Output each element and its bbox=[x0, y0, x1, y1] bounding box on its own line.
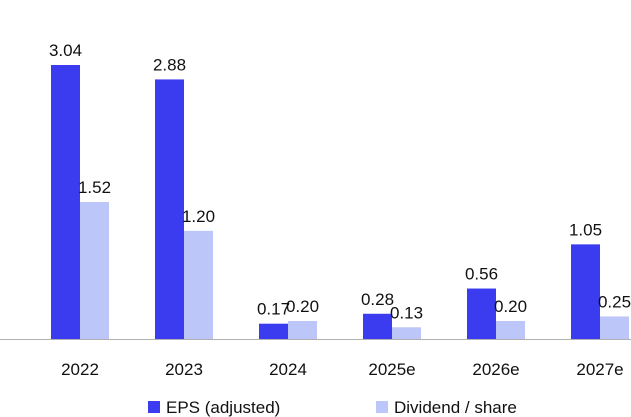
data-label-eps-2023: 2.88 bbox=[153, 55, 186, 74]
data-label-dividend-2022: 1.52 bbox=[78, 178, 111, 197]
legend: EPS (adjusted) Dividend / share bbox=[148, 398, 517, 417]
bar-eps-2027e bbox=[571, 244, 600, 339]
bar-eps-2022 bbox=[51, 65, 80, 339]
data-label-eps-2027e: 1.05 bbox=[569, 220, 602, 239]
bar-dividend-2027e bbox=[600, 316, 629, 339]
bar-dividend-2025e bbox=[392, 327, 421, 339]
bar-eps-2023 bbox=[155, 79, 184, 339]
data-label-eps-2025e: 0.28 bbox=[361, 290, 394, 309]
data-label-eps-2024: 0.17 bbox=[257, 300, 290, 319]
bar-eps-2025e bbox=[363, 313, 392, 339]
legend-swatch-eps bbox=[148, 401, 160, 413]
data-label-eps-2022: 3.04 bbox=[49, 41, 82, 60]
legend-swatch-dividend bbox=[376, 401, 388, 413]
bar-dividend-2026e bbox=[496, 320, 525, 339]
bars-group bbox=[51, 65, 629, 339]
data-label-dividend-2026e: 0.20 bbox=[494, 297, 527, 316]
x-tick-label-2024: 2024 bbox=[269, 360, 307, 379]
bar-dividend-2022 bbox=[80, 202, 109, 339]
data-labels-group: 3.041.522.881.200.170.20 0.280.130.560.20… bbox=[49, 41, 631, 322]
x-tick-label-2025e: 2025e bbox=[368, 360, 415, 379]
legend-label-dividend: Dividend / share bbox=[394, 398, 517, 417]
data-label-dividend-2024: 0.20 bbox=[286, 297, 319, 316]
legend-label-eps: EPS (adjusted) bbox=[166, 398, 280, 417]
x-tick-label-2022: 2022 bbox=[61, 360, 99, 379]
x-tick-label-2023: 2023 bbox=[165, 360, 203, 379]
data-label-dividend-2023: 1.20 bbox=[182, 207, 215, 226]
data-label-eps-2026e: 0.56 bbox=[465, 265, 498, 284]
x-tick-label-2027e: 2027e bbox=[576, 360, 623, 379]
x-tick-labels-group: 2022 2023 2024 2025e 2026e 2027e bbox=[61, 360, 624, 379]
data-label-dividend-2027e: 0.25 bbox=[598, 292, 631, 311]
data-label-dividend-2025e: 0.13 bbox=[390, 303, 423, 322]
bar-eps-2024 bbox=[259, 323, 288, 339]
bar-eps-2026e bbox=[467, 288, 496, 339]
x-tick-label-2026e: 2026e bbox=[472, 360, 519, 379]
bar-dividend-2024 bbox=[288, 320, 317, 339]
bar-dividend-2023 bbox=[184, 230, 213, 339]
